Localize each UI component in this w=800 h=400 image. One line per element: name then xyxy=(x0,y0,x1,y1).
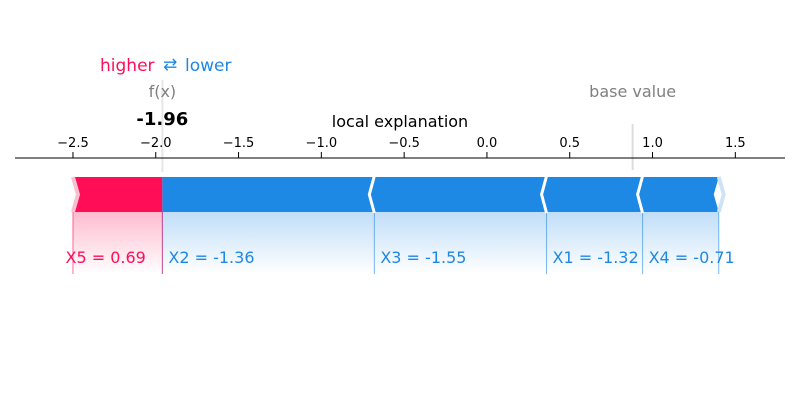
x-tick-label: −2.0 xyxy=(140,136,172,151)
feature-label: X5 = 0.69 xyxy=(65,248,145,267)
feature-bar xyxy=(637,177,719,212)
chart-title: local explanation xyxy=(332,112,468,131)
legend-lower: lower xyxy=(185,56,231,76)
x-tick-label: −1.0 xyxy=(306,136,338,151)
x-tick-label: 1.0 xyxy=(642,136,663,151)
feature-band xyxy=(642,212,719,274)
fx-value: -1.96 xyxy=(136,109,188,130)
feature-bar xyxy=(369,177,547,212)
x-tick-label: 1.5 xyxy=(725,136,746,151)
feature-bar xyxy=(541,177,643,212)
feature-label: X3 = -1.55 xyxy=(380,248,466,267)
feature-label: X2 = -1.36 xyxy=(168,248,254,267)
x-tick-label: 0.5 xyxy=(559,136,580,151)
feature-label: X1 = -1.32 xyxy=(553,248,639,267)
base-value-label: base value xyxy=(589,82,676,101)
legend-arrow-icon: ⇄ xyxy=(163,55,177,75)
feature-bars xyxy=(72,177,719,212)
feature-separators xyxy=(71,175,726,274)
feature-bands xyxy=(72,212,719,274)
feature-band xyxy=(162,212,375,274)
x-tick-label: −2.5 xyxy=(57,136,89,151)
feature-bar xyxy=(72,177,163,212)
feature-chevron xyxy=(367,175,376,214)
feature-band xyxy=(72,212,163,274)
x-tick-label: −1.5 xyxy=(223,136,255,151)
feature-chevron xyxy=(636,175,645,214)
legend-higher: higher xyxy=(100,56,155,76)
fx-label: f(x) xyxy=(149,82,177,101)
feature-labels: X5 = 0.69 X2 = -1.36 X3 = -1.55 X1 = -1.32 X… xyxy=(65,248,734,267)
feature-start-chevron xyxy=(71,176,81,213)
feature-label: X4 = -0.71 xyxy=(649,248,735,267)
feature-band xyxy=(546,212,643,274)
x-tick-label: 0.0 xyxy=(477,136,498,151)
feature-band xyxy=(374,212,547,274)
feature-bar xyxy=(162,177,375,212)
feature-end-chevron xyxy=(716,176,726,213)
feature-chevron xyxy=(539,175,548,214)
x-tick-label: −0.5 xyxy=(388,136,420,151)
x-axis-ticks: −2.5 −2.0 −1.5 −1.0 −0.5 0.0 0.5 1.0 1.5 xyxy=(57,136,746,158)
